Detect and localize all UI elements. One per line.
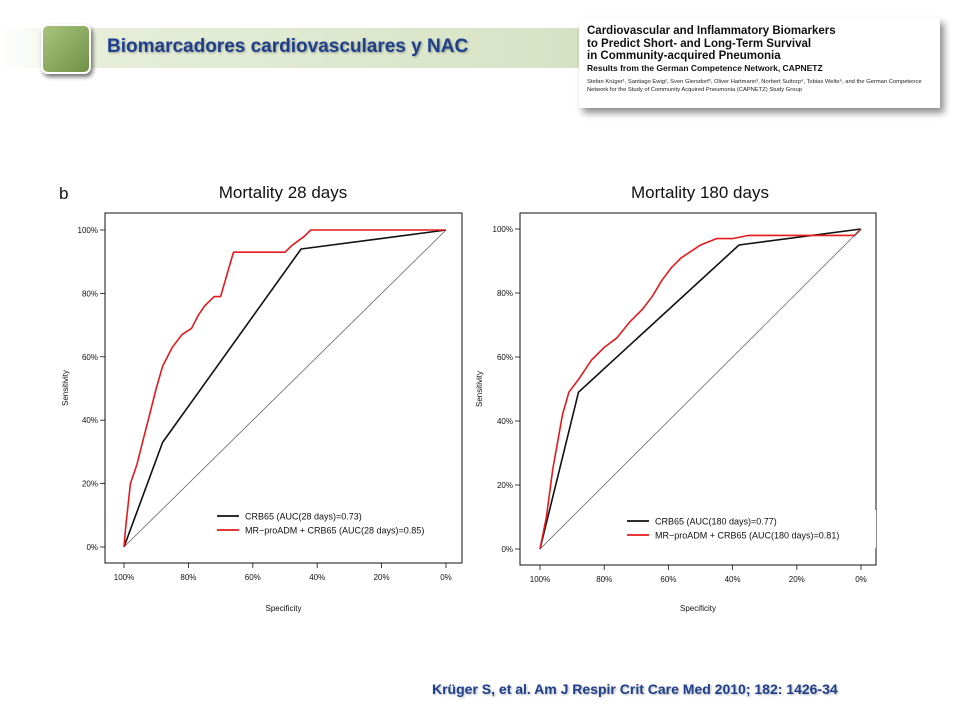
roc-chart-28-days: Mortality 28 days 0% 20% 40% 60% 80% 100% 100% 8…	[61, 183, 463, 613]
x-tick-label: 60%	[245, 573, 261, 582]
y-tick-label: 40%	[497, 417, 513, 426]
chart-title: Mortality 28 days	[219, 183, 348, 202]
paper-title: Cardiovascular and Inflammatory Biomarke…	[587, 25, 932, 63]
legend-label: CRB65 (AUC(28 days)=0.73)	[245, 512, 362, 522]
y-axis-label: Sensitivity	[61, 370, 70, 406]
citation: Krüger S, et al. Am J Respir Crit Care M…	[432, 681, 838, 697]
y-tick-label: 40%	[82, 416, 98, 425]
x-tick-label: 20%	[374, 573, 390, 582]
y-tick-label: 60%	[82, 353, 98, 362]
x-tick-label: 0%	[440, 573, 452, 582]
y-tick-label: 20%	[82, 480, 98, 489]
combined-roc-line	[539, 228, 862, 550]
legend-label: CRB65 (AUC(180 days)=0.77)	[655, 517, 777, 527]
chart-title: Mortality 180 days	[631, 183, 769, 202]
legend-label: MR−proADM + CRB65 (AUC(180 days)=0.81)	[655, 531, 839, 541]
x-tick-label: 40%	[309, 573, 325, 582]
y-tick-label: 80%	[497, 289, 513, 298]
x-tick-label: 100%	[530, 575, 550, 584]
crb65-roc-line	[123, 229, 447, 548]
x-axis-label: Specificity	[680, 604, 716, 613]
y-tick-label: 80%	[82, 289, 98, 298]
plot-frame	[519, 212, 877, 566]
y-tick-label: 60%	[497, 353, 513, 362]
x-tick-label: 40%	[725, 575, 741, 584]
crb65-roc-line	[539, 228, 862, 550]
plot-frame	[104, 212, 463, 564]
title-band	[0, 28, 580, 68]
x-tick-label: 80%	[180, 573, 196, 582]
x-tick-label: 0%	[855, 575, 867, 584]
y-axis-label: Sensitivity	[475, 371, 484, 407]
paper-subtitle: Results from the German Competence Netwo…	[587, 63, 823, 73]
paper-title-line: Cardiovascular and Inflammatory Biomarke…	[587, 25, 836, 37]
slide-logo-square	[41, 24, 91, 74]
paper-title-line: to Predict Short- and Long-Term Survival	[587, 37, 812, 50]
y-tick-label: 100%	[78, 226, 98, 235]
y-tick-label: 0%	[86, 543, 98, 552]
x-tick-label: 20%	[789, 575, 805, 584]
x-axis-label: Specificity	[265, 604, 301, 613]
paper-authors: Stefan Krüger¹, Santiago Ewig², Sven Gie…	[587, 79, 922, 93]
paper-title-line: in Community-acquired Pneumonia	[587, 50, 781, 62]
slide-title: Biomarcadores cardiovasculares y NAC	[107, 36, 469, 57]
x-tick-label: 80%	[596, 575, 612, 584]
y-tick-label: 0%	[501, 545, 513, 554]
y-tick-label: 100%	[493, 225, 513, 234]
legend-box	[214, 505, 456, 543]
reference-diagonal-line	[123, 229, 447, 548]
reference-diagonal-line	[539, 228, 862, 550]
y-tick-label: 20%	[497, 481, 513, 490]
roc-chart-180-days: Mortality 180 days 0% 20% 40% 60% 80% 100% 100%…	[475, 183, 877, 613]
legend-box	[624, 510, 876, 548]
combined-roc-line	[123, 229, 446, 548]
legend-label: MR−proADM + CRB65 (AUC(28 days)=0.85)	[245, 526, 424, 536]
x-tick-label: 60%	[660, 575, 676, 584]
x-tick-label: 100%	[114, 573, 134, 582]
paper-header-image: Cardiovascular and Inflammatory Biomarke…	[579, 18, 940, 108]
panel-label: b	[59, 184, 68, 203]
